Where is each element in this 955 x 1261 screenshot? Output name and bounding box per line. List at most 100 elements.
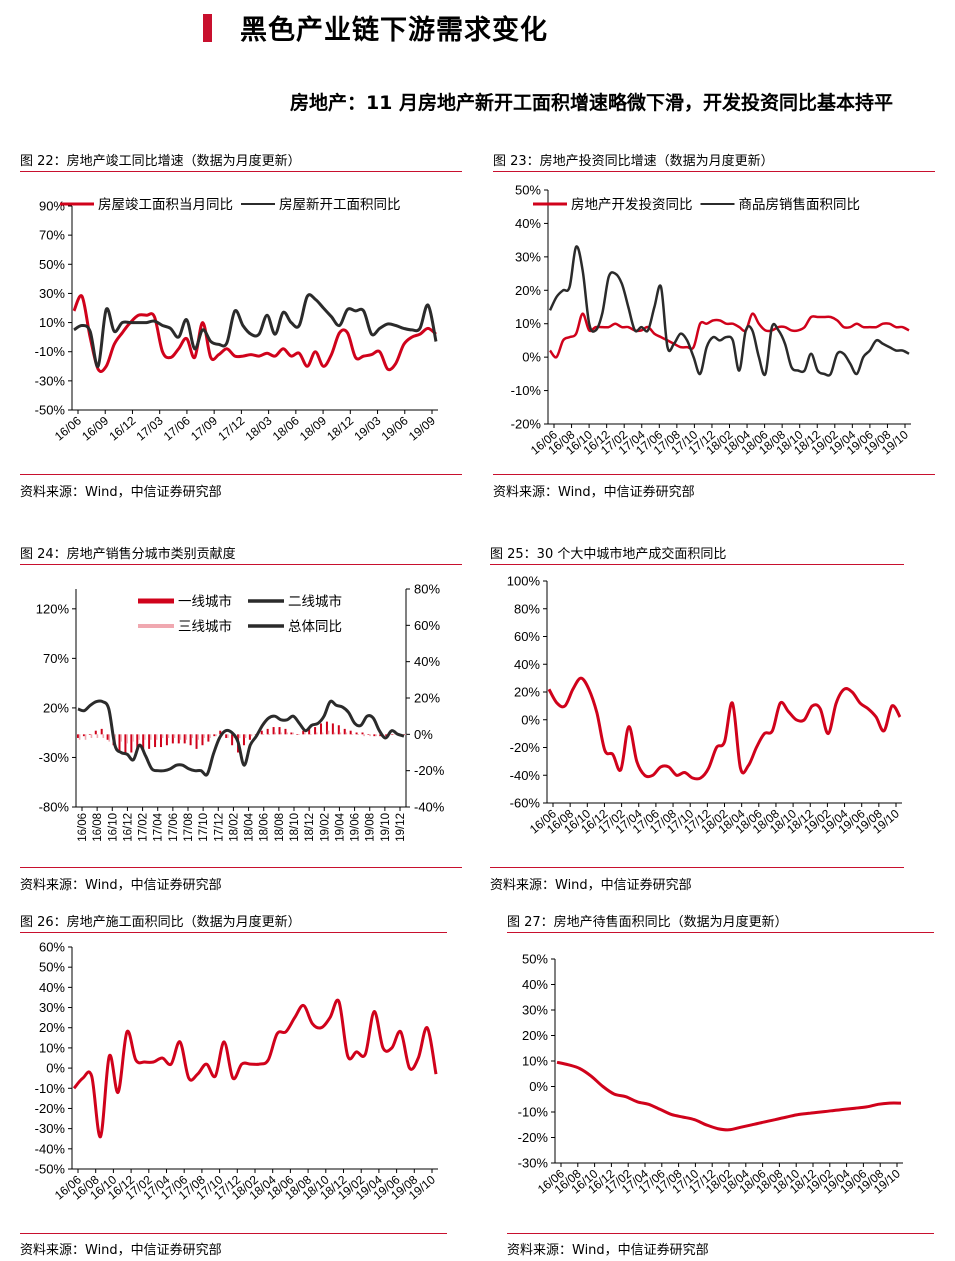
source-note: 资料来源：Wind，中信证券研究部 — [507, 1243, 709, 1258]
figure-27-panel: 图 27：房地产待售面积同比（数据为月度更新） -30% -20% -10% 0% 10… — [507, 911, 934, 1258]
y-tick-label: -10% — [518, 1105, 549, 1120]
bar-first-tier — [124, 734, 127, 753]
bar-third-tier — [203, 734, 205, 738]
series-line — [73, 293, 438, 368]
source-rule — [20, 1233, 447, 1234]
y-tick-label: 30% — [39, 1000, 65, 1015]
bar-third-tier — [215, 734, 217, 737]
bar-third-tier — [304, 732, 306, 735]
y-tick-label-right: 0% — [414, 727, 433, 742]
y-tick-label: -10% — [35, 1081, 66, 1096]
title-rule — [20, 932, 447, 933]
y-tick-label: 20% — [514, 685, 540, 700]
bar-third-tier — [90, 734, 93, 738]
figure-24-panel: 图 24：房地产销售分城市类别贡献度 -80% -30% 20% 70% 120% 16/… — [20, 543, 462, 893]
x-tick-label: 18/09 — [297, 413, 329, 443]
x-tick-label: 16/12 — [106, 413, 138, 443]
chart-27: -30%-20%-10%0%10%20%30%40%50%16/0616/081… — [518, 952, 904, 1197]
y-tick-label: 70% — [39, 228, 65, 243]
bar-first-tier — [148, 734, 151, 749]
series-line — [72, 294, 437, 374]
bar-third-tier — [244, 734, 247, 738]
x-tick-label: 16/06 — [77, 813, 89, 842]
source-rule — [493, 474, 935, 475]
bar-first-tier — [290, 732, 293, 735]
bar-first-tier — [201, 734, 204, 746]
bar-third-tier — [298, 734, 300, 735]
figure-title: 图 22：房地产竣工同比增速（数据为月度更新） — [20, 154, 301, 169]
bar-first-tier — [183, 734, 186, 744]
y-tick-label: 20% — [43, 700, 69, 715]
figure-26-panel: 图 26：房地产施工面积同比（数据为月度更新） -50% -40% -30% -20%… — [20, 911, 447, 1258]
bar-first-tier — [165, 734, 168, 746]
bar-third-tier — [149, 734, 152, 740]
bar-first-tier — [154, 734, 157, 748]
y-tick-label: -30% — [35, 373, 66, 388]
bar-first-tier — [331, 723, 334, 735]
figure-title: 图 23：房地产投资同比增速（数据为月度更新） — [493, 154, 774, 169]
bar-third-tier — [345, 732, 348, 735]
series-line — [548, 245, 910, 377]
legend-label: 三线城市 — [178, 618, 232, 634]
y-tick-label: 40% — [522, 977, 548, 992]
bar-third-tier — [250, 734, 253, 737]
legend-label: 房屋竣工面积当月同比 — [98, 197, 233, 212]
y-tick-label: 0% — [46, 1061, 65, 1076]
y-tick-label: -40% — [510, 768, 541, 783]
x-tick-label: 18/04 — [244, 812, 256, 841]
bar-first-tier — [284, 728, 287, 735]
chart-22: -50% -30% -10% 10% 30% 50% 70% 90% 16/0616/0916/… — [35, 197, 439, 444]
bar-third-tier — [132, 734, 134, 742]
bar-third-tier — [191, 734, 194, 738]
y-tick-label: 30% — [522, 1003, 548, 1018]
x-tick-label: 18/02 — [228, 813, 240, 842]
title-rule — [493, 171, 935, 172]
bar-third-tier — [185, 734, 188, 740]
title-rule — [20, 171, 462, 172]
y-tick-label-right: 40% — [414, 654, 440, 669]
y-tick-label: -40% — [35, 1141, 66, 1156]
y-tick-label: 60% — [39, 940, 65, 955]
source-note: 资料来源：Wind，中信证券研究部 — [20, 878, 222, 893]
bar-first-tier — [361, 732, 364, 735]
bar-third-tier — [138, 734, 140, 740]
x-tick-label: 17/03 — [134, 413, 166, 443]
bar-first-tier — [213, 734, 216, 737]
series-line — [72, 998, 438, 1139]
y-tick-label: -20% — [35, 1101, 66, 1116]
bar-third-tier — [321, 732, 324, 735]
bar-third-tier — [357, 734, 359, 735]
x-tick-label: 19/09 — [406, 413, 438, 443]
figure-title: 图 25：30 个大中城市地产成交面积同比 — [490, 547, 727, 562]
y-tick-label: 10% — [39, 1040, 65, 1055]
y-tick-label: 20% — [522, 1028, 548, 1043]
bar-first-tier — [248, 734, 251, 740]
legend-label: 房地产开发投资同比 — [571, 197, 693, 212]
x-tick-label: 17/06 — [168, 813, 180, 842]
bar-first-tier — [207, 734, 210, 742]
x-tick-label: 17/04 — [153, 812, 165, 841]
y-tick-label: -20% — [518, 1130, 549, 1145]
bar-first-tier — [302, 730, 305, 735]
y-tick-label: 50% — [39, 257, 65, 272]
bar-third-tier — [351, 734, 354, 735]
bar-first-tier — [130, 734, 133, 753]
bar-first-tier — [278, 727, 281, 735]
bar-first-tier — [118, 734, 121, 751]
bar-third-tier — [404, 734, 407, 735]
chart-23: -20%-10%0%10%20%30%40%50%16/0616/0816/10… — [511, 183, 912, 458]
x-tick-label: 16/06 — [52, 413, 84, 443]
x-tick-label: 18/06 — [259, 813, 271, 842]
bar-first-tier — [189, 734, 192, 746]
bar-first-tier — [355, 732, 358, 735]
y-tick-label: -10% — [35, 344, 66, 359]
legend-label: 总体同比 — [288, 619, 342, 634]
y-tick-label-right: -20% — [414, 763, 445, 778]
bar-first-tier — [195, 734, 198, 749]
bar-third-tier — [375, 734, 377, 737]
bar-third-tier — [179, 734, 182, 740]
bar-third-tier — [333, 732, 336, 735]
bar-first-tier — [171, 734, 174, 744]
x-tick-label: 19/06 — [350, 813, 362, 842]
bar-first-tier — [367, 734, 370, 735]
